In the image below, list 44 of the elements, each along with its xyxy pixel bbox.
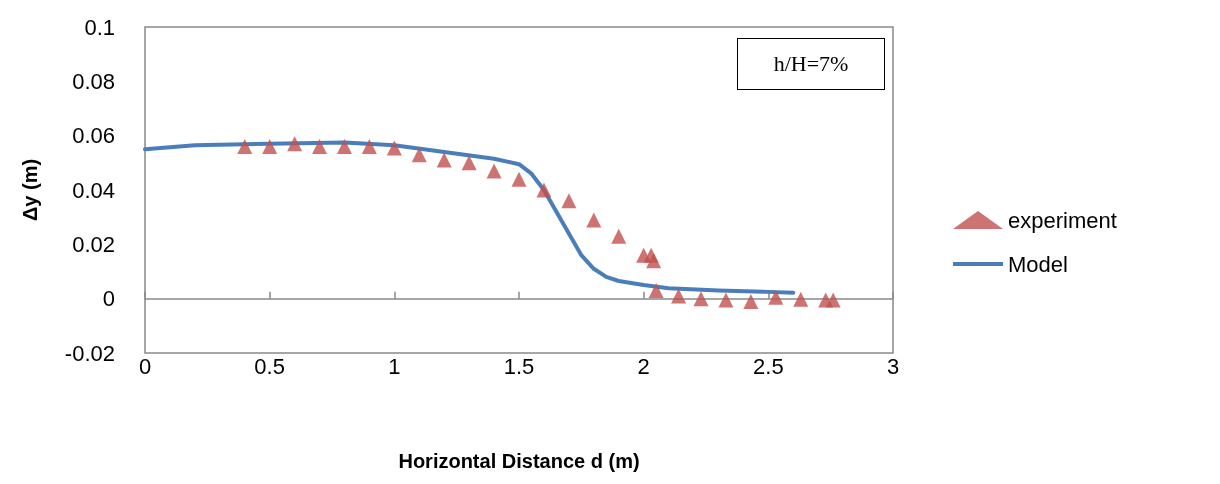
y-tick-label: 0.1 [84,14,115,40]
point [648,283,664,299]
point [361,139,377,155]
point [312,139,328,155]
point [336,139,352,155]
y-tick-label: 0.06 [72,123,115,149]
point [511,171,527,187]
y-tick-label: -0.02 [64,340,115,366]
point [436,152,452,168]
point [237,139,253,155]
y-tick-label: 0.02 [72,231,115,257]
x-tick-label: 2 [637,353,650,379]
x-tick-label: 2.5 [753,353,784,379]
x-tick-label: 1 [388,353,401,379]
point [536,182,552,198]
point [411,147,427,163]
point [671,288,687,304]
x-axis-title: Horizontal Distance d (m) [398,450,640,472]
y-tick-label: 0 [102,286,115,312]
x-tick-label: 0 [138,353,152,379]
point [718,292,734,308]
x-tick-label: 0.5 [254,353,285,379]
y-tick-label: 0.04 [72,177,115,203]
point [461,155,477,171]
point [262,139,278,155]
point [561,193,577,209]
y-tick-label: 0.08 [72,68,115,94]
legend-label: Model [1008,251,1068,277]
point [611,228,627,244]
note-box: h/H=7% [737,38,885,90]
point [646,253,662,269]
x-tick-label: 3 [886,353,900,379]
point [386,140,402,156]
point [287,136,303,152]
legend-label: experiment [1008,207,1117,233]
point [586,212,602,228]
point [793,291,809,307]
point [693,291,709,307]
point [486,163,502,179]
point [768,289,784,305]
x-tick-label: 1.5 [503,353,535,379]
y-axis-title: Δy (m) [19,158,41,222]
point [743,293,759,309]
point [825,292,841,308]
